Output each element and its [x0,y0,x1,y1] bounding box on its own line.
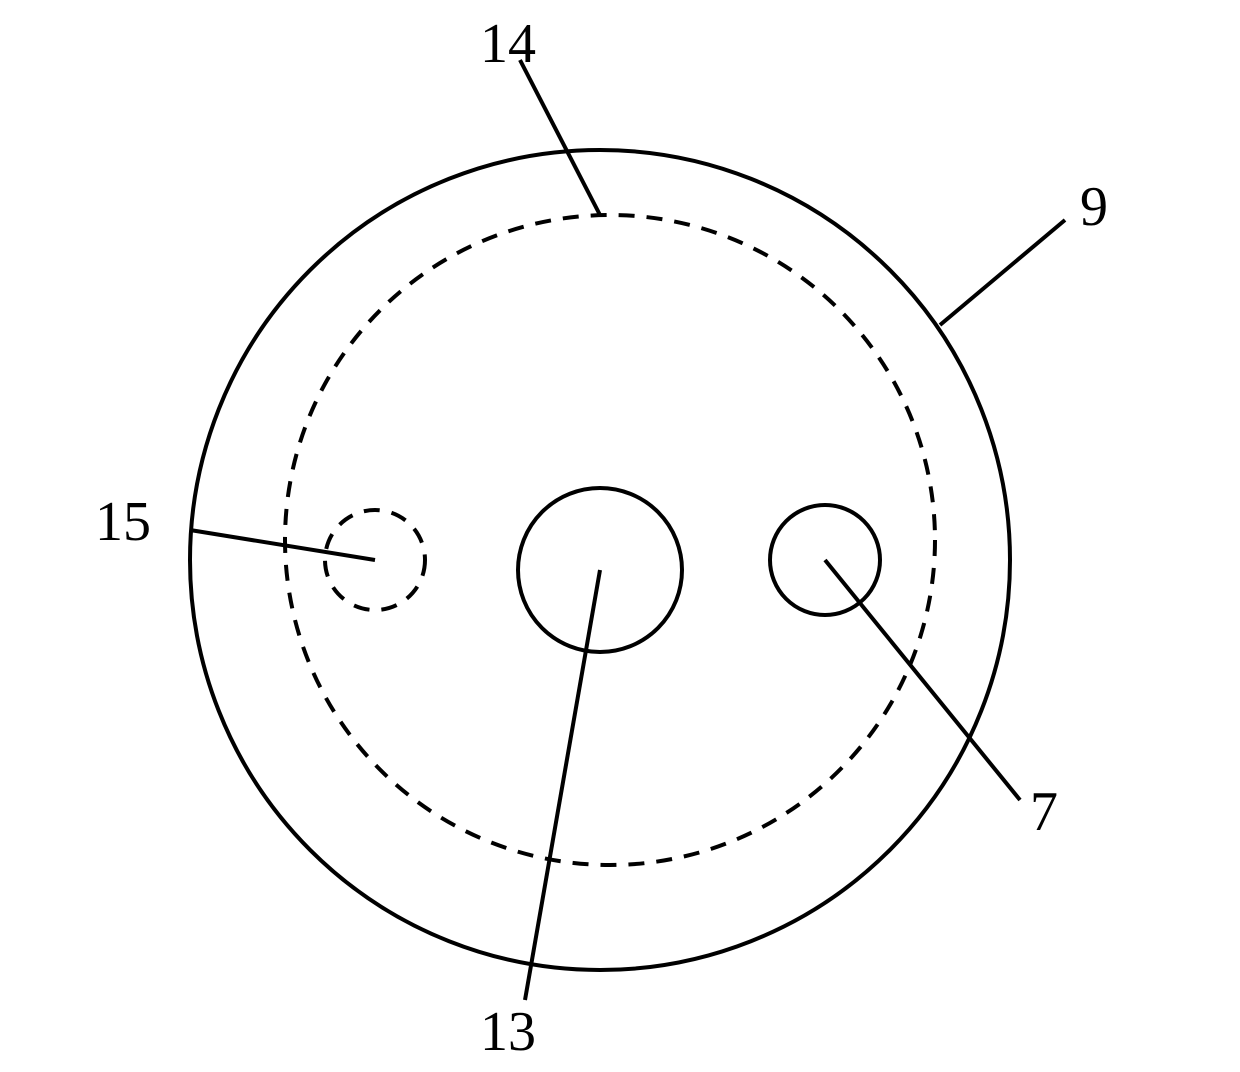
leader-9 [940,220,1065,325]
leader-14 [520,60,600,215]
label-15: 15 [95,490,151,554]
leader-15 [190,530,375,560]
outer-circle [190,150,1010,970]
label-14: 14 [480,12,536,76]
leader-13 [525,570,600,1000]
label-13: 13 [480,1000,536,1064]
label-7: 7 [1030,780,1058,844]
diagram-canvas [0,0,1240,1072]
label-9: 9 [1080,175,1108,239]
inner-dashed-circle [285,215,935,865]
